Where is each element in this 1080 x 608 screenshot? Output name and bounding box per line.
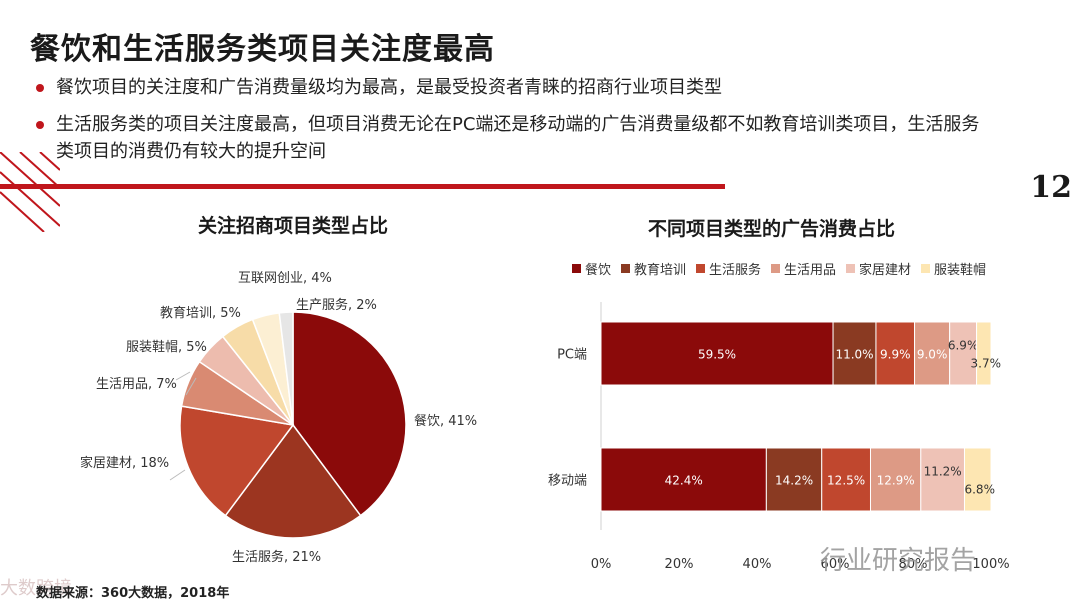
pie-slice bbox=[278, 311, 294, 426]
bar-data-label: 9.0% bbox=[917, 348, 948, 362]
bullet-item: 生活服务类的项目关注度最高，但项目消费无论在PC端还是移动端的广告消费量级都不如… bbox=[36, 111, 996, 165]
bar-segment bbox=[914, 321, 951, 386]
watermark-text: 行业研究报告 bbox=[820, 546, 977, 576]
legend-label: 教育培训 bbox=[634, 262, 686, 278]
bar-segment bbox=[976, 321, 992, 386]
bar-segment bbox=[832, 321, 877, 386]
pie-label: 教育培训, 5% bbox=[160, 305, 241, 321]
bar-data-label: 12.9% bbox=[877, 474, 915, 488]
bar-segment bbox=[765, 447, 823, 512]
legend-swatch bbox=[771, 264, 780, 273]
page-title: 餐饮和生活服务类项目关注度最高 bbox=[30, 32, 495, 67]
x-tick-label: 40% bbox=[743, 557, 772, 572]
legend-label: 家居建材 bbox=[859, 262, 911, 278]
bar-data-label: 42.4% bbox=[665, 474, 703, 488]
pie-label: 生产服务, 2% bbox=[296, 297, 377, 313]
bar-data-label: 3.7% bbox=[971, 357, 1002, 371]
x-tick-label: 100% bbox=[972, 557, 1009, 572]
bar-data-label: 12.5% bbox=[827, 474, 865, 488]
pie-slice bbox=[179, 405, 295, 517]
bar-data-label: 11.2% bbox=[924, 465, 962, 479]
accent-divider bbox=[0, 184, 725, 189]
legend-swatch bbox=[846, 264, 855, 273]
pie-slice bbox=[292, 311, 407, 517]
corner-stripes-icon bbox=[0, 152, 60, 232]
legend-swatch bbox=[696, 264, 705, 273]
pie-leader-line bbox=[175, 371, 191, 381]
legend-label: 生活用品 bbox=[784, 263, 836, 278]
watermark-left: 大数跨境 bbox=[0, 578, 72, 599]
x-tick-label: 60% bbox=[821, 557, 850, 572]
legend-label: 服装鞋帽 bbox=[934, 262, 986, 278]
bar-segment bbox=[821, 447, 871, 512]
category-label: 移动端 bbox=[548, 474, 587, 489]
pie-label: 生活服务, 21% bbox=[232, 549, 321, 565]
bar-data-label: 59.5% bbox=[698, 348, 736, 362]
legend-swatch bbox=[572, 264, 581, 273]
bar-segment bbox=[600, 321, 834, 386]
bar-segment bbox=[949, 321, 978, 386]
x-tick-label: 80% bbox=[899, 557, 928, 572]
bullet-text: 餐饮项目的关注度和广告消费量级均为最高，是最受投资者青睐的招商行业项目类型 bbox=[56, 77, 722, 98]
bullet-text: 生活服务类的项目关注度最高，但项目消费无论在PC端还是移动端的广告消费量级都不如… bbox=[56, 114, 980, 162]
category-label: PC端 bbox=[557, 348, 587, 363]
bar-chart-title: 不同项目类型的广告消费占比 bbox=[648, 218, 896, 240]
bullet-list: 餐饮项目的关注度和广告消费量级均为最高，是最受投资者青睐的招商行业项目类型 生活… bbox=[36, 74, 996, 175]
page-number: 12 bbox=[1030, 170, 1072, 205]
x-tick-label: 20% bbox=[665, 557, 694, 572]
bar-data-label: 6.9% bbox=[948, 339, 979, 353]
pie-slice bbox=[224, 423, 362, 539]
bullet-dot-icon bbox=[36, 84, 44, 92]
pie-label: 互联网创业, 4% bbox=[238, 271, 332, 286]
pie-label: 家居建材, 18% bbox=[80, 455, 169, 471]
pie-leader-line bbox=[185, 377, 197, 396]
bar-segment bbox=[600, 447, 767, 512]
legend-swatch bbox=[921, 264, 930, 273]
pie-label: 生活用品, 7% bbox=[96, 377, 177, 392]
bar-data-label: 14.2% bbox=[775, 474, 813, 488]
pie-chart-title: 关注招商项目类型占比 bbox=[198, 215, 389, 237]
pie-label: 服装鞋帽, 5% bbox=[126, 339, 207, 355]
bar-segment bbox=[963, 447, 992, 512]
data-source: 数据来源：360大数据，2018年 bbox=[36, 586, 230, 601]
pie-chart: 餐饮, 41% 生活服务, 21% 家居建材, 18% 生活用品, 7% 服装鞋帽, 5… bbox=[80, 271, 477, 565]
bar-data-label: 6.8% bbox=[964, 483, 995, 497]
legend-swatch bbox=[621, 264, 630, 273]
bar-data-label: 11.0% bbox=[835, 348, 873, 362]
legend-label: 生活服务 bbox=[709, 262, 761, 278]
bar-segment bbox=[920, 447, 965, 512]
bar-data-label: 9.9% bbox=[880, 348, 911, 362]
x-tick-label: 0% bbox=[591, 557, 612, 572]
bar-segment bbox=[875, 321, 916, 386]
legend-label: 餐饮 bbox=[585, 262, 611, 278]
pie-leader-line bbox=[169, 469, 186, 481]
bullet-item: 餐饮项目的关注度和广告消费量级均为最高，是最受投资者青睐的招商行业项目类型 bbox=[36, 74, 996, 101]
bullet-dot-icon bbox=[36, 121, 44, 129]
pie-label: 餐饮, 41% bbox=[414, 413, 477, 429]
